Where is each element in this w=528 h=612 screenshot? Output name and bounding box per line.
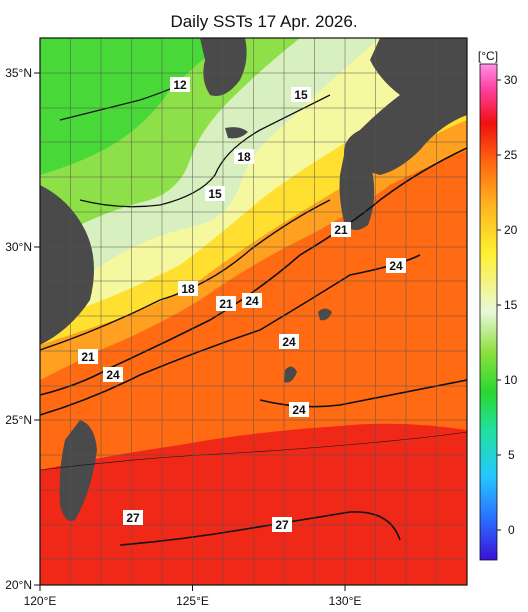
lon-tick-120: 120°E xyxy=(24,594,57,608)
axis-ticks xyxy=(34,72,346,591)
svg-text:24: 24 xyxy=(245,294,259,308)
china-coast xyxy=(40,185,94,345)
contour-label: 18 xyxy=(234,149,254,164)
contour-label: 27 xyxy=(272,517,292,532)
contour-label: 18 xyxy=(178,281,198,296)
colorbar-tick-5: 5 xyxy=(508,448,515,462)
contour-label: 27 xyxy=(123,510,143,525)
contour-15 xyxy=(79,94,331,208)
colorbar-tick-0: 0 xyxy=(508,523,515,537)
contour-labels: 12 15 18 15 21 24 18 21 24 24 21 24 24 2… xyxy=(78,77,406,532)
lat-tick-35: 35°N xyxy=(5,66,32,80)
contour-label: 21 xyxy=(216,296,236,311)
korea-peninsula xyxy=(200,38,247,96)
contour-24-a xyxy=(40,254,421,416)
svg-text:21: 21 xyxy=(81,350,95,364)
graticule xyxy=(40,38,467,585)
island-okinawa xyxy=(284,366,297,383)
island-amami xyxy=(318,308,332,321)
svg-text:18: 18 xyxy=(181,282,195,296)
jeju-island xyxy=(225,127,248,139)
contour-25 xyxy=(40,431,467,471)
svg-text:21: 21 xyxy=(334,223,348,237)
contour-label: 24 xyxy=(386,258,406,273)
contour-label: 24 xyxy=(279,334,299,349)
contour-label: 21 xyxy=(78,349,98,364)
colorbar-tick-20: 20 xyxy=(504,223,518,237)
svg-text:24: 24 xyxy=(389,259,403,273)
contour-18 xyxy=(40,199,331,351)
contour-label: 24 xyxy=(289,402,309,417)
lon-tick-125: 125°E xyxy=(176,594,209,608)
sst-band-10 xyxy=(40,38,230,175)
map-title: Daily SSTs 17 Apr. 2026. xyxy=(170,12,358,31)
svg-text:24: 24 xyxy=(282,335,296,349)
colorbar-unit: [°C] xyxy=(478,49,498,63)
svg-text:24: 24 xyxy=(292,403,306,417)
contour-label: 15 xyxy=(205,186,225,201)
lat-tick-20: 20°N xyxy=(5,578,32,592)
kyushu xyxy=(339,150,375,230)
contour-label: 24 xyxy=(103,367,123,382)
svg-text:27: 27 xyxy=(275,518,289,532)
contour-label: 12 xyxy=(170,77,190,92)
colorbar-tick-30: 30 xyxy=(504,73,518,87)
svg-text:24: 24 xyxy=(106,368,120,382)
svg-text:15: 15 xyxy=(208,187,222,201)
colorbar-gradient xyxy=(479,63,498,561)
lon-tick-130: 130°E xyxy=(329,594,362,608)
colorbar-tick-10: 10 xyxy=(504,373,518,387)
contour-label: 15 xyxy=(291,87,311,102)
lat-tick-25: 25°N xyxy=(5,413,32,427)
colorbar-tick-25: 25 xyxy=(504,148,518,162)
contour-24-b xyxy=(259,379,467,408)
svg-text:18: 18 xyxy=(237,150,251,164)
svg-text:12: 12 xyxy=(173,78,187,92)
contour-label: 21 xyxy=(331,222,351,237)
colorbar: [°C] 0 5 10 15 20 25 30 xyxy=(478,49,518,561)
map-frame xyxy=(39,37,468,586)
svg-text:21: 21 xyxy=(219,297,233,311)
svg-text:15: 15 xyxy=(294,88,308,102)
svg-text:27: 27 xyxy=(126,511,140,525)
taiwan xyxy=(59,420,97,521)
colorbar-tick-15: 15 xyxy=(504,298,518,312)
lat-tick-30: 30°N xyxy=(5,240,32,254)
contour-label: 24 xyxy=(242,293,262,308)
